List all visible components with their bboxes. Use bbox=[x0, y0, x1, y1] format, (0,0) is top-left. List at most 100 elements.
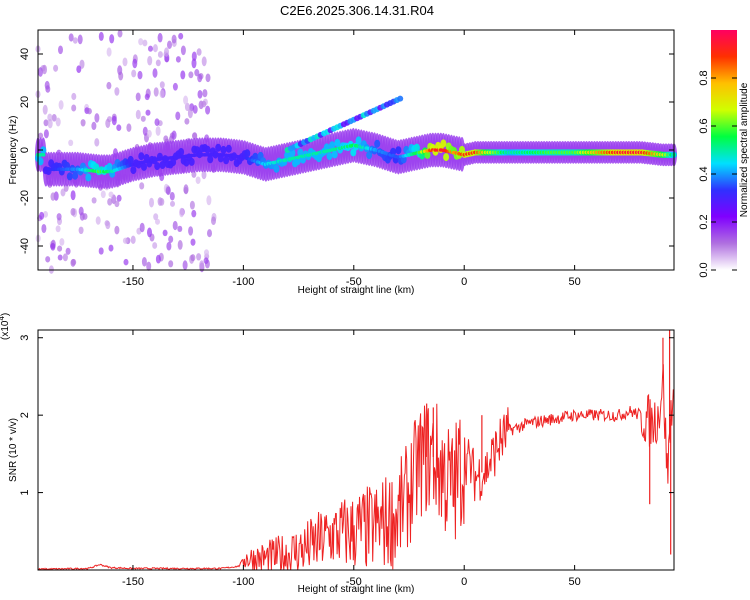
noise-blob bbox=[197, 73, 203, 83]
spectrogram-y-ticks: -40 -20 0 20 40 bbox=[19, 48, 674, 254]
noise-blob bbox=[109, 34, 115, 44]
ridge-mid bbox=[223, 156, 230, 165]
noise-blob bbox=[199, 260, 205, 270]
ridge-mid bbox=[154, 162, 161, 171]
colorbar-gradient bbox=[711, 30, 737, 270]
ridge-mid bbox=[170, 158, 177, 167]
x-tick-label: 50 bbox=[569, 576, 581, 588]
noise-blob bbox=[204, 249, 209, 256]
noise-blob bbox=[117, 65, 123, 76]
noise-blob bbox=[201, 56, 207, 67]
noise-blob bbox=[165, 186, 171, 196]
snr-series bbox=[38, 330, 674, 570]
x-tick-label: -50 bbox=[346, 576, 362, 588]
noise-blob bbox=[153, 213, 159, 221]
noise-blob bbox=[98, 247, 104, 255]
y-tick-label: 1 bbox=[19, 490, 31, 496]
noise-blob bbox=[196, 253, 202, 261]
noise-blob bbox=[116, 194, 122, 202]
ridge-mid bbox=[244, 149, 251, 158]
noise-blob bbox=[191, 170, 197, 178]
noise-blob bbox=[172, 220, 178, 231]
ridge-mid bbox=[443, 153, 450, 162]
noise-blob bbox=[122, 237, 128, 244]
noise-blob bbox=[166, 241, 172, 251]
noise-blob bbox=[45, 85, 51, 93]
noise-blob bbox=[192, 132, 197, 140]
noise-blob bbox=[38, 132, 44, 139]
noise-blob bbox=[70, 190, 76, 201]
snr-panel: -150 -100 -50 0 50 1 2 3 (x104) Height of stra… bbox=[0, 313, 675, 595]
colorbar-tick-label: 0.4 bbox=[698, 166, 710, 181]
noise-blob bbox=[155, 254, 161, 264]
spectrogram-heatmap bbox=[35, 29, 677, 274]
noise-blob bbox=[159, 89, 165, 99]
colorbar-tick-label: 0.8 bbox=[698, 70, 710, 85]
noise-blob bbox=[191, 51, 197, 62]
noise-blob bbox=[157, 32, 163, 43]
noise-blob bbox=[38, 67, 43, 77]
x-tick-label: 0 bbox=[461, 576, 467, 588]
noise-blob bbox=[126, 123, 132, 132]
noise-blob bbox=[203, 257, 209, 264]
ridge-mid bbox=[178, 148, 185, 156]
ridge-mid bbox=[159, 161, 166, 169]
ridge-mid bbox=[72, 171, 79, 180]
noise-blob bbox=[43, 129, 49, 139]
noise-blob bbox=[146, 261, 152, 271]
noise-blob bbox=[142, 126, 148, 136]
colorbar: 0.0 0.2 0.4 0.6 0.8 Normalized spectral ampl… bbox=[698, 30, 750, 278]
noise-blob bbox=[201, 170, 207, 180]
ridge-mid bbox=[220, 145, 227, 154]
noise-blob bbox=[53, 64, 59, 72]
noise-blob bbox=[191, 58, 197, 69]
noise-blob bbox=[168, 235, 174, 243]
ridge-mid bbox=[106, 162, 113, 171]
noise-blob bbox=[71, 258, 77, 266]
ridge-mid bbox=[329, 141, 336, 150]
noise-blob bbox=[95, 216, 101, 225]
ridge-mid bbox=[215, 143, 222, 152]
y-tick-label: 20 bbox=[19, 96, 31, 108]
noise-blob bbox=[192, 105, 198, 114]
noise-blob bbox=[189, 200, 195, 210]
ridge-mid bbox=[331, 150, 338, 159]
noise-blob bbox=[106, 81, 112, 90]
noise-blob bbox=[171, 34, 177, 44]
noise-blob bbox=[91, 197, 97, 204]
noise-blob bbox=[108, 244, 114, 252]
snr-y-label: SNR (10 * v/v) bbox=[8, 418, 19, 482]
snr-scale-label: (x104) bbox=[0, 313, 11, 340]
spectrogram-x-label: Height of straight line (km) bbox=[298, 285, 415, 296]
noise-blob bbox=[184, 118, 190, 125]
y-tick-label: -20 bbox=[19, 190, 31, 206]
noise-blob bbox=[153, 87, 159, 97]
noise-blob bbox=[152, 44, 158, 53]
x-tick-label: -150 bbox=[122, 576, 144, 588]
noise-blob bbox=[175, 111, 181, 121]
ridge-mid bbox=[440, 139, 447, 148]
noise-blob bbox=[122, 57, 128, 67]
colorbar-tick-label: 0.2 bbox=[698, 214, 710, 229]
ridge-mid bbox=[400, 155, 407, 164]
noise-blob bbox=[68, 33, 74, 42]
noise-blob bbox=[104, 220, 110, 227]
snr-x-label: Height of straight line (km) bbox=[298, 584, 415, 595]
noise-blob bbox=[197, 89, 203, 99]
ridge-mid bbox=[355, 136, 362, 145]
noise-blob bbox=[168, 260, 174, 268]
ridge-mid bbox=[334, 138, 341, 147]
ridge-mid bbox=[207, 155, 214, 164]
ridge-mid bbox=[127, 155, 134, 164]
noise-blob bbox=[138, 38, 144, 46]
noise-blob bbox=[39, 211, 45, 220]
noise-blob bbox=[68, 139, 74, 147]
noise-blob bbox=[194, 69, 200, 77]
noise-blob bbox=[77, 34, 83, 45]
noise-blob bbox=[147, 227, 152, 238]
noise-blob bbox=[140, 115, 146, 122]
noise-blob bbox=[71, 92, 77, 101]
noise-blob bbox=[65, 247, 71, 255]
noise-blob bbox=[155, 59, 161, 67]
